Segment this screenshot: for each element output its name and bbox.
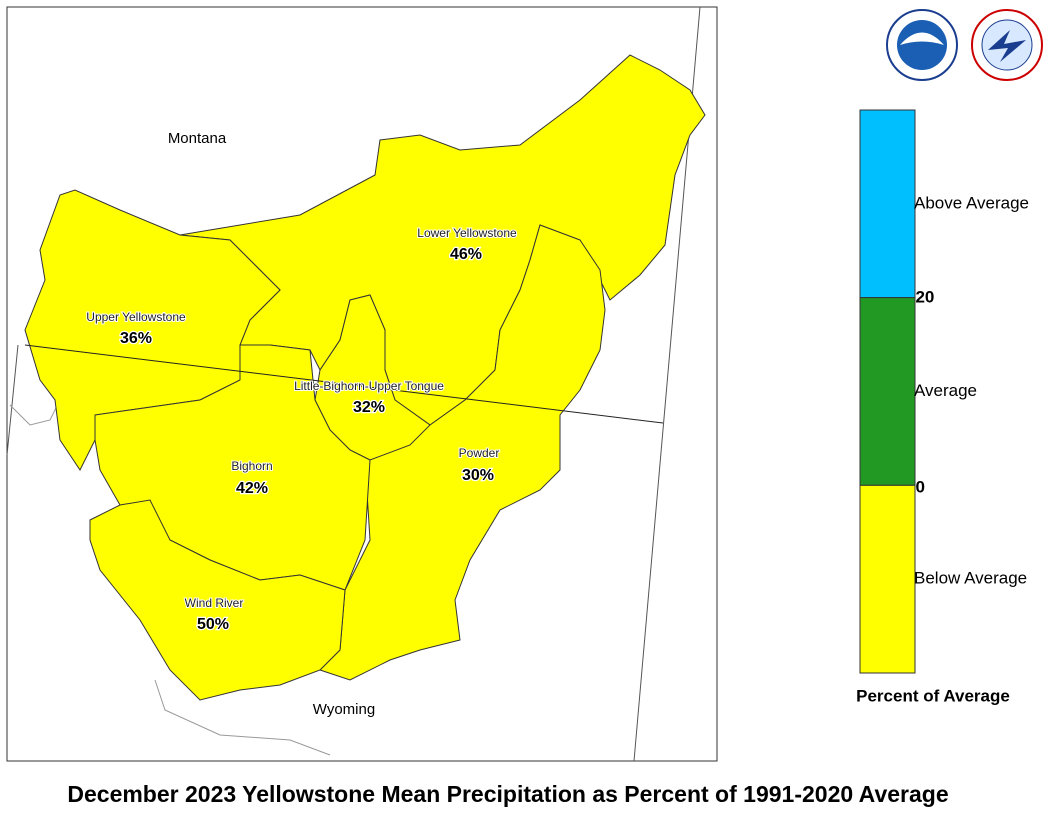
basin-percent: 30% <box>462 467 494 484</box>
title: December 2023 Yellowstone Mean Precipita… <box>67 781 948 807</box>
nws-logo <box>988 30 1026 62</box>
state-label: Montana <box>168 130 227 147</box>
map: Montana Wyoming Lower Yellowstone 46% Up… <box>6 6 706 762</box>
basin-name: Powder <box>459 446 500 460</box>
basin-percent: 46% <box>450 246 482 263</box>
legend-swatch <box>859 297 916 486</box>
county-line <box>154 679 331 756</box>
legend: 120 80 0 Percent of Average Above Averag… <box>856 109 1029 705</box>
basin-name: Little-Bighorn-Upper Tongue <box>294 379 444 393</box>
legend-swatch <box>859 484 916 674</box>
basin-percent: 32% <box>353 399 385 416</box>
state-border <box>24 344 664 424</box>
legend-label: Average <box>914 381 977 400</box>
basin <box>89 499 346 701</box>
basin-name: Wind River <box>185 596 244 610</box>
basin-percent: 50% <box>197 616 229 633</box>
logos <box>886 9 1043 81</box>
legend-title: Percent of Average <box>856 686 1010 705</box>
legend-label: Below Average <box>914 569 1027 588</box>
legend-label: Above Average <box>914 193 1029 212</box>
basin <box>319 224 606 681</box>
basin-percent: 42% <box>236 480 268 497</box>
basin-percent: 36% <box>120 330 152 347</box>
state-border <box>6 344 19 456</box>
state-label: Wyoming <box>313 701 375 718</box>
basin <box>314 294 431 461</box>
basin-name: Lower Yellowstone <box>417 226 517 240</box>
legend-swatch <box>859 109 916 299</box>
noaa-logo <box>900 32 944 45</box>
basin-name: Upper Yellowstone <box>86 310 186 324</box>
county-line <box>9 399 61 426</box>
noaa-logo <box>897 20 947 70</box>
basin-name: Bighorn <box>231 459 272 473</box>
